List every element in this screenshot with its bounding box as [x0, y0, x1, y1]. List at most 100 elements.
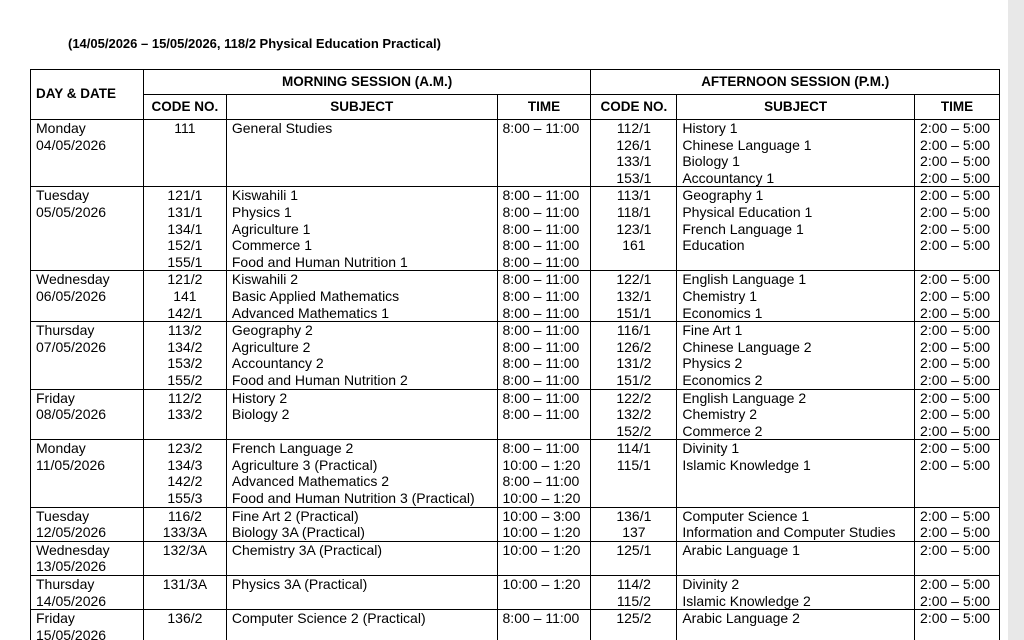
header-code: CODE NO.	[590, 94, 678, 120]
time-entry: 10:00 – 1:20	[502, 541, 581, 558]
subject-entry: French Language 2	[231, 440, 354, 457]
time-cell: 2:00 – 5:00 2:00 – 5:00 2:00 – 5:00	[914, 388, 1000, 441]
day-date-cell: Monday 11/05/2026	[30, 439, 144, 508]
day-row: Monday 11/05/2026 123/2 134/3 142/2 155/3 Fren…	[30, 439, 1000, 508]
subject-entry: Chinese Language 2	[682, 338, 812, 355]
day-date-cell: Tuesday 12/05/2026	[30, 506, 144, 542]
subject-entry: English Language 1	[682, 271, 807, 288]
subject-cell: General Studies	[225, 118, 498, 188]
code-entry: 133/1	[616, 153, 652, 170]
code-entry: 134/2	[167, 338, 203, 355]
header-subject: SUBJECT	[225, 94, 498, 120]
day-date: 06/05/2026	[36, 287, 107, 304]
code-entry: 115/1	[616, 456, 651, 473]
code-entry: 141	[173, 287, 197, 304]
code-entry: 132/3A	[162, 541, 208, 558]
day-row: Monday 04/05/2026 111 General Studies 8:00 –…	[30, 118, 1000, 188]
subject-entry: Physical Education 1	[682, 203, 813, 220]
time-entry: 8:00 – 11:00	[502, 271, 580, 288]
time-cell: 8:00 – 11:00	[496, 609, 592, 640]
time-entry: 2:00 – 5:00	[920, 524, 991, 541]
code-cell: 113/1 118/1 123/1 161	[590, 186, 678, 272]
timetable: DAY & DATE MORNING SESSION (A.M.) AFTERN…	[30, 69, 1000, 640]
code-cell: 125/2	[590, 609, 678, 640]
subject-entry: Commerce 1	[231, 237, 313, 254]
code-entry: 122/1	[616, 271, 652, 288]
time-entry: 2:00 – 5:00	[920, 507, 991, 524]
code-cell: 111	[142, 118, 227, 188]
time-entry: 2:00 – 5:00	[920, 355, 991, 372]
code-entry: 161	[622, 237, 646, 254]
time-entry: 8:00 – 11:00	[502, 440, 580, 457]
subject-cell: History 2 Biology 2	[225, 388, 498, 441]
code-entry: 152/2	[616, 422, 652, 439]
subject-entry: Geography 2	[231, 322, 313, 339]
code-entry: 134/1	[167, 220, 203, 237]
subject-entry: English Language 2	[682, 389, 807, 406]
subject-entry: Food and Human Nutrition 1	[231, 253, 408, 270]
time-entry: 8:00 – 11:00	[502, 610, 580, 627]
time-cell: 8:00 – 11:00 10:00 – 1:20 8:00 – 11:00 10:0…	[496, 439, 592, 508]
code-entry: 153/1	[616, 169, 652, 186]
code-entry: 137	[622, 524, 646, 541]
day-row: Tuesday 05/05/2026 121/1 131/1 134/1 152/1 155…	[30, 186, 1000, 272]
header-time: TIME	[914, 94, 1000, 120]
subject-entry: History 1	[682, 120, 738, 136]
subject-cell: Arabic Language 1	[676, 540, 916, 577]
time-cell: 2:00 – 5:00	[914, 609, 1000, 640]
day-name: Monday	[36, 440, 86, 457]
day-date: 13/05/2026	[36, 558, 107, 575]
day-date-cell: Tuesday 05/05/2026	[30, 186, 144, 272]
time-entry: 10:00 – 3:00	[502, 507, 581, 524]
day-date: 04/05/2026	[36, 136, 107, 153]
time-cell: 8:00 – 11:00 8:00 – 11:00 8:00 – 11:00 8:00…	[496, 321, 592, 390]
day-row: Friday 15/05/2026 136/2 Computer Science 2 …	[30, 609, 1000, 640]
code-entry: 125/2	[616, 610, 652, 627]
day-date-cell: Monday 04/05/2026	[30, 118, 144, 188]
subject-entry: Information and Computer Studies	[682, 524, 896, 541]
day-name: Wednesday	[36, 541, 110, 558]
time-entry: 8:00 – 11:00	[502, 406, 580, 423]
subject-cell: Physics 3A (Practical)	[225, 575, 498, 611]
code-entry: 111	[174, 120, 196, 136]
subject-cell: Divinity 1 Islamic Knowledge 1	[676, 439, 916, 508]
time-entry: 8:00 – 11:00	[502, 355, 580, 372]
subject-cell: Divinity 2 Islamic Knowledge 2	[676, 575, 916, 611]
code-entry: 114/1	[616, 440, 651, 457]
day-date: 14/05/2026	[36, 592, 107, 609]
code-entry: 126/2	[616, 338, 652, 355]
code-cell: 112/2 133/2	[142, 388, 227, 441]
day-date: 08/05/2026	[36, 406, 107, 423]
day-date: 11/05/2026	[36, 456, 106, 473]
time-cell: 2:00 – 5:00 2:00 – 5:00	[914, 575, 1000, 611]
code-cell: 136/1 137	[590, 506, 678, 542]
time-entry: 8:00 – 11:00	[502, 473, 580, 490]
subject-cell: Fine Art 2 (Practical) Biology 3A (Practi…	[225, 506, 498, 542]
subject-entry: Physics 3A (Practical)	[231, 576, 368, 593]
code-entry: 155/1	[167, 253, 203, 270]
code-entry: 131/1	[167, 203, 203, 220]
code-cell: 123/2 134/3 142/2 155/3	[142, 439, 227, 508]
subject-entry: Food and Human Nutrition 2	[231, 371, 408, 388]
code-entry: 155/2	[167, 371, 203, 388]
header-subject: SUBJECT	[676, 94, 916, 120]
time-cell: 10:00 – 3:00 10:00 – 1:20	[496, 506, 592, 542]
time-entry: 2:00 – 5:00	[920, 153, 991, 170]
subject-entry: Agriculture 2	[231, 338, 311, 355]
subject-cell: History 1 Chinese Language 1 Biology 1 Acco…	[676, 118, 916, 188]
code-cell: 125/1	[590, 540, 678, 577]
subject-entry: Biology 3A (Practical)	[231, 524, 365, 541]
day-name: Wednesday	[36, 271, 110, 288]
time-entry: 2:00 – 5:00	[920, 440, 991, 457]
subject-entry: Biology 1	[682, 153, 740, 170]
code-entry: 123/1	[616, 220, 652, 237]
subject-entry: Fine Art 2 (Practical)	[231, 507, 359, 524]
subject-entry: Computer Science 1	[682, 507, 810, 524]
subject-entry: Accountancy 1	[682, 169, 775, 186]
code-entry: 136/2	[167, 610, 203, 627]
time-entry: 8:00 – 11:00	[502, 120, 580, 136]
time-entry: 2:00 – 5:00	[920, 389, 991, 406]
code-cell: 132/3A	[142, 540, 227, 577]
time-cell: 2:00 – 5:00 2:00 – 5:00	[914, 506, 1000, 542]
time-entry: 8:00 – 11:00	[502, 338, 580, 355]
